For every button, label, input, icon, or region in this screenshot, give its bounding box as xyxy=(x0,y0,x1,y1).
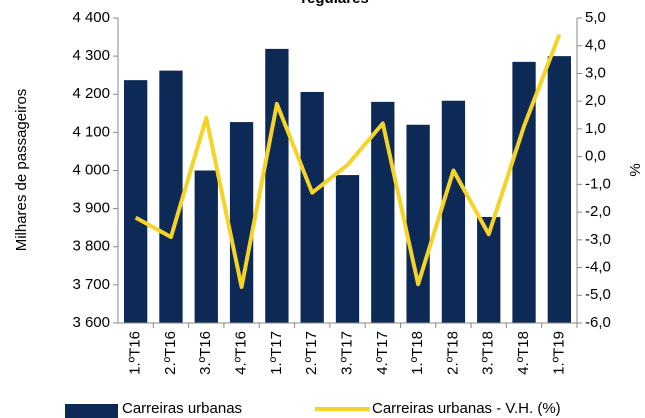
bar xyxy=(124,80,148,323)
legend-label: Carreiras urbanas - V.H. (%) xyxy=(372,400,561,417)
bar xyxy=(229,122,254,323)
y-tick-label: 4 200 xyxy=(72,85,110,102)
y-tick-label: 3 900 xyxy=(72,200,110,217)
y-tick-label: 4 300 xyxy=(72,47,110,64)
bar xyxy=(547,56,571,323)
bar xyxy=(194,170,218,323)
bar xyxy=(406,124,430,323)
x-tick-label: 2.ºT16 xyxy=(162,331,179,375)
chart-title: regulares xyxy=(301,0,369,7)
y2-tick-label: 3,0 xyxy=(585,64,606,81)
legend-label: Carreiras urbanas xyxy=(122,400,242,417)
x-tick-label: 1.ºT16 xyxy=(127,331,144,375)
bar xyxy=(512,61,536,323)
x-tick-label: 2.ºT18 xyxy=(444,331,461,375)
bar xyxy=(335,175,360,323)
x-tick-label: 1.ºT17 xyxy=(268,331,285,375)
x-tick-label: 3.ºT17 xyxy=(338,331,355,375)
x-tick-label: 1.ºT18 xyxy=(409,331,426,375)
y2-tick-label: -6,0 xyxy=(585,314,611,331)
y2-tick-label: 4,0 xyxy=(585,37,606,54)
x-tick-label: 3.ºT18 xyxy=(480,331,497,375)
y2-tick-label: -2,0 xyxy=(585,203,611,220)
bar xyxy=(477,217,501,323)
x-tick-label: 3.ºT16 xyxy=(197,331,214,375)
y2-tick-label: -1,0 xyxy=(585,175,611,192)
y2-tick-label: -3,0 xyxy=(585,231,611,248)
y-axis-label: Milhares de passageiros xyxy=(13,89,30,252)
x-tick-label: 1.ºT19 xyxy=(550,331,567,375)
y2-tick-label: 0,0 xyxy=(585,148,606,165)
y-tick-label: 4 100 xyxy=(72,123,110,140)
y-tick-label: 3 800 xyxy=(72,238,110,255)
y2-tick-label: 1,0 xyxy=(585,120,606,137)
y2-tick-label: 5,0 xyxy=(585,9,606,26)
y-tick-label: 4 400 xyxy=(72,9,110,26)
line xyxy=(134,33,562,289)
bar xyxy=(300,91,324,324)
bar xyxy=(441,100,466,323)
y-tick-label: 3 700 xyxy=(72,276,110,293)
bar xyxy=(159,70,183,323)
bar xyxy=(265,48,289,323)
y-tick-label: 3 600 xyxy=(72,314,110,331)
y2-tick-label: 2,0 xyxy=(585,92,606,109)
y2-tick-label: -5,0 xyxy=(585,286,611,303)
y2-tick-label: -4,0 xyxy=(585,259,611,276)
x-tick-label: 4.ºT17 xyxy=(374,331,391,375)
x-tick-label: 4.ºT16 xyxy=(233,331,250,375)
x-tick-label: 2.ºT17 xyxy=(303,331,320,375)
y-tick-label: 4 000 xyxy=(72,161,110,178)
legend-swatch xyxy=(65,404,118,418)
y2-axis-label: % xyxy=(627,163,644,176)
x-tick-label: 4.ºT18 xyxy=(515,331,532,375)
